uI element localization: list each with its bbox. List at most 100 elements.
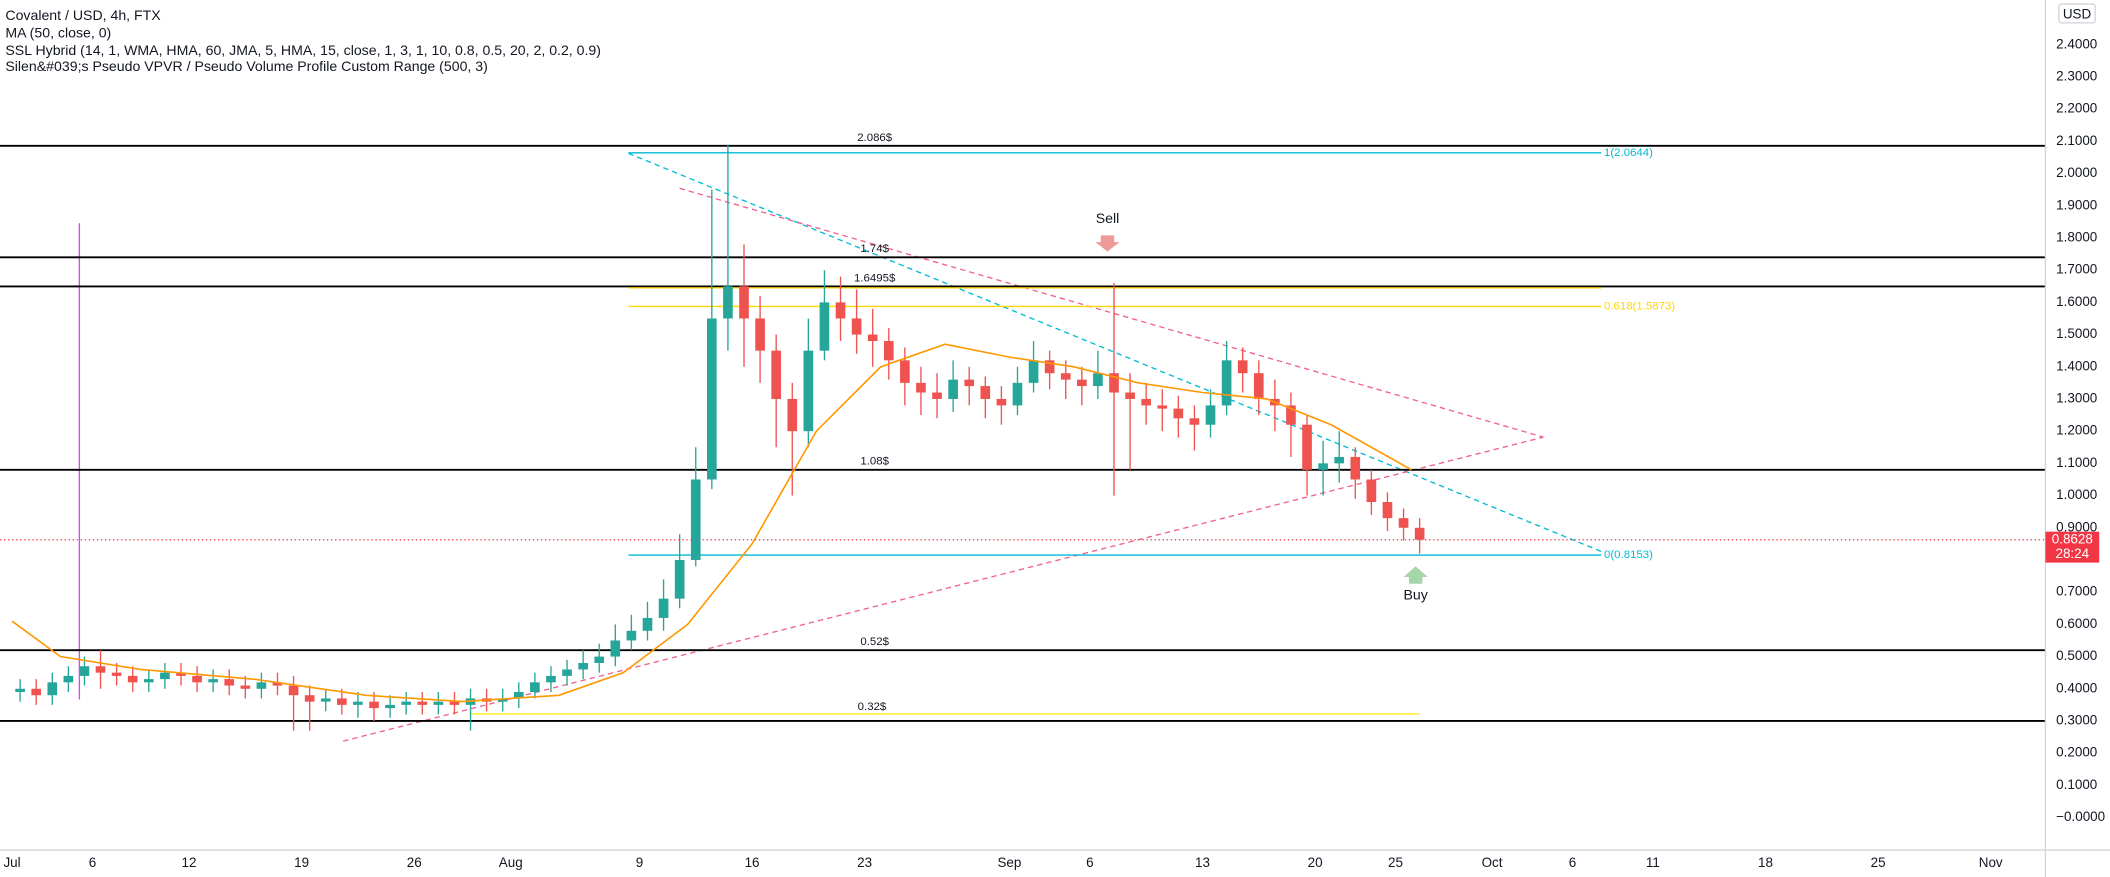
candle-body [417, 701, 428, 705]
candle-body [1253, 373, 1264, 399]
candle-body [192, 675, 202, 683]
indicator-label: Silen&#039;s Pseudo VPVR / Pseudo Volume… [5, 58, 487, 74]
candle-body [626, 630, 637, 641]
candle-body [900, 360, 910, 383]
candle-body [272, 682, 283, 686]
x-tick-label: Jul [3, 855, 20, 870]
candle-body [546, 675, 556, 683]
y-tick-label: 1.4000 [2056, 358, 2097, 373]
candle-body [1028, 360, 1039, 383]
candle-body [160, 672, 170, 680]
currency: USD [2063, 6, 2092, 21]
y-tick-label: 0.1000 [2056, 777, 2097, 792]
candle-body [1205, 405, 1216, 425]
candle-body [111, 672, 122, 676]
candle-body [143, 679, 154, 683]
currency-badge[interactable] [2058, 3, 2096, 24]
time-axis [0, 850, 2110, 877]
candle-body [449, 701, 460, 705]
candle-body [932, 392, 942, 399]
y-tick-label: 0.6000 [2056, 616, 2097, 631]
y-tick-label: 1.7000 [2056, 262, 2097, 277]
x-tick-label: 23 [857, 855, 872, 870]
candle-body [1141, 398, 1151, 406]
chart-title: Covalent / USD, 4h, FTX [5, 7, 161, 23]
annotation: Buy [1403, 587, 1428, 603]
candle-body [674, 559, 685, 599]
candle-body [1366, 479, 1377, 503]
candle-body [288, 685, 299, 696]
candle-body [1157, 405, 1168, 409]
y-tick-label: 2.4000 [2056, 36, 2097, 51]
candle-body [642, 617, 653, 631]
level-label: 0.52$ [860, 636, 889, 648]
candle-body [530, 682, 540, 692]
candle-body [1302, 424, 1312, 470]
candle-body [1109, 373, 1119, 393]
fib-label: 0.618(1.5873) [1604, 300, 1675, 312]
candle-body [353, 701, 363, 705]
candle-body [948, 379, 958, 399]
candle-body [63, 675, 74, 683]
candle-body [240, 685, 251, 689]
price-tag-countdown: 28:24 [2055, 546, 2089, 561]
candle-body [771, 350, 782, 399]
candle-body [1076, 379, 1087, 387]
candle-body [578, 663, 588, 670]
y-tick-label: 1.3000 [2056, 391, 2097, 406]
level-label: 1.74$ [860, 243, 889, 255]
x-tick-label: 13 [1195, 855, 1210, 870]
candle-body [1044, 360, 1055, 374]
candle-body [867, 334, 878, 342]
candle-body [15, 688, 25, 692]
candle-body [176, 672, 186, 676]
x-tick-label: 9 [636, 855, 643, 870]
y-tick-label: 1.9000 [2056, 197, 2097, 212]
y-tick-label: 0.7000 [2056, 584, 2097, 599]
candle-body [787, 398, 798, 432]
x-tick-label: 18 [1758, 855, 1773, 870]
price-axis [2045, 0, 2110, 877]
candle-body [690, 479, 701, 560]
fib-label: 1(2.0644) [1604, 147, 1653, 159]
y-tick-label: 1.5000 [2056, 326, 2097, 341]
x-tick-label: 26 [407, 855, 422, 870]
price-tag [2045, 531, 2100, 563]
candle-body [513, 691, 524, 699]
x-tick-label: Aug [499, 855, 523, 870]
candle-body [964, 379, 975, 387]
candle-body [1334, 456, 1345, 464]
candle-body [835, 302, 846, 319]
candle-body [224, 679, 235, 686]
x-tick-label: Oct [1482, 855, 1503, 870]
trend-line [628, 152, 1602, 553]
x-tick-label: Sep [997, 855, 1021, 870]
candle-body [256, 682, 267, 689]
candle-body [996, 398, 1007, 406]
y-tick-label: 2.0000 [2056, 165, 2097, 180]
candle-body [658, 598, 669, 618]
x-tick-label: 11 [1646, 855, 1660, 870]
candle-body [1286, 405, 1296, 425]
candle-body [95, 666, 106, 673]
level-label: 0.32$ [858, 701, 887, 713]
level-label: 2.086$ [857, 132, 893, 144]
y-tick-label: 2.2000 [2056, 101, 2097, 116]
candle-body [401, 701, 412, 705]
candle-body [1237, 360, 1248, 374]
candle-body [916, 382, 926, 393]
x-tick-label: 20 [1308, 855, 1323, 870]
y-tick-label: 0.4000 [2056, 680, 2097, 695]
x-tick-label: 6 [1086, 855, 1093, 870]
price-tag-value: 0.8628 [2052, 531, 2093, 546]
plot-area: 2.086$ 1.74$ 1.6495$ 1.08$ 0.52$ 0.32$ 1(2.064… [0, 132, 2046, 742]
trend-line [342, 436, 1544, 742]
level-label: 1.6495$ [854, 272, 896, 284]
sell-arrow [1095, 235, 1120, 252]
candle-body [707, 318, 717, 480]
level-label: 1.08$ [860, 456, 889, 468]
candle-body [610, 640, 621, 657]
